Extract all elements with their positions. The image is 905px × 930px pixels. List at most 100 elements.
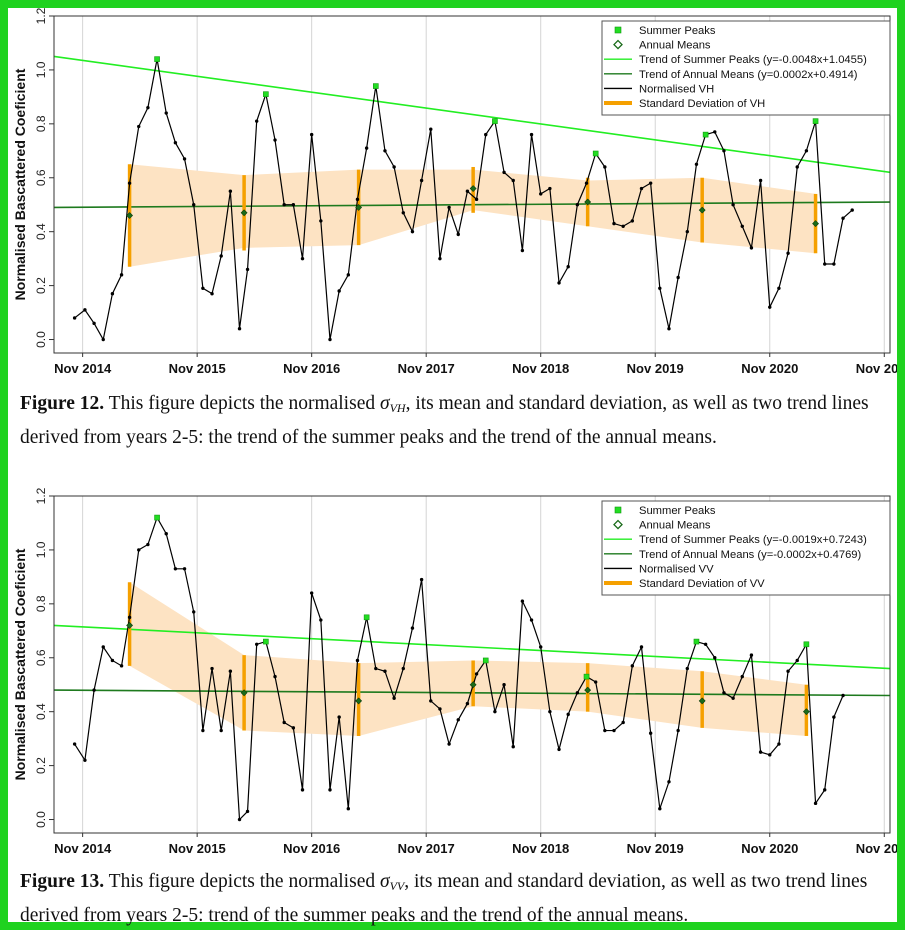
data-point: [621, 720, 625, 725]
legend-diamond-marker: [613, 39, 623, 50]
data-point: [182, 157, 187, 161]
data-point: [210, 291, 214, 296]
data-point: [309, 132, 314, 137]
data-point: [474, 197, 479, 202]
data-point: [291, 203, 296, 207]
data-point: [722, 149, 726, 153]
annual-mean-marker: [469, 681, 477, 689]
legend-box: [601, 500, 891, 596]
data-point: [83, 308, 87, 312]
annual-mean-marker: [240, 689, 248, 697]
data-point: [465, 701, 470, 706]
legend-square-marker: [614, 26, 622, 34]
caption-label: Figure 12.: [20, 393, 105, 414]
y-tick-label: 0.6: [34, 649, 48, 666]
data-point: [92, 688, 96, 692]
legend-label: Annual Means: [639, 40, 711, 52]
data-point: [146, 542, 150, 547]
data-point: [493, 709, 497, 714]
y-tick-label: 1.0: [34, 61, 48, 78]
summer-peak-marker: [583, 673, 590, 680]
data-point: [410, 626, 415, 630]
legend: Summer Peaks Annual Means Trend of Summer …: [601, 20, 891, 116]
data-point: [612, 221, 616, 226]
data-point: [795, 165, 799, 169]
data-point: [164, 111, 168, 115]
data-point: [300, 788, 305, 792]
data-point: [456, 718, 460, 722]
summer-peaks-trend-line: [53, 624, 891, 670]
data-point: [173, 141, 178, 145]
data-point: [850, 208, 854, 212]
data-point: [557, 281, 561, 285]
x-tick-label: Nov 2019: [627, 841, 684, 856]
sigma-subscript: VH: [389, 401, 406, 415]
legend-label: Trend of Summer Peaks (y=-0.0048x+1.0455…: [639, 54, 867, 66]
data-point: [603, 728, 607, 733]
y-axis-label: Normalised Bascattered Coeficient: [12, 548, 28, 780]
x-tick-label: Nov 2021: [856, 361, 897, 376]
data-point: [621, 224, 625, 228]
data-point: [291, 726, 296, 730]
annual-mean-marker: [126, 621, 134, 629]
data-point: [648, 731, 653, 735]
data-point: [795, 658, 799, 663]
y-tick-label: 0.2: [34, 277, 48, 294]
caption-text: This figure depicts the normalised: [104, 393, 380, 414]
x-tick-label: Nov 2018: [512, 841, 569, 856]
data-point: [237, 327, 242, 331]
sigma-subscript: VV: [389, 879, 405, 893]
data-point: [529, 132, 534, 137]
y-tick-label: 0.8: [34, 595, 48, 612]
data-point: [777, 286, 781, 290]
data-point: [841, 693, 845, 698]
data-point: [740, 224, 744, 228]
y-tick-label: 0.2: [34, 757, 48, 774]
data-point: [539, 192, 543, 196]
data-point: [219, 254, 223, 258]
data-point: [456, 232, 460, 237]
legend-label: Annual Means: [639, 520, 711, 532]
data-point: [758, 178, 763, 183]
data-point: [392, 696, 396, 700]
data-point: [548, 186, 552, 191]
data-point: [584, 181, 589, 185]
annual-mean-marker: [812, 220, 819, 228]
plot-frame: [53, 15, 891, 354]
annual-mean-marker: [355, 697, 363, 705]
data-point: [355, 197, 360, 202]
y-tick-label: 0.4: [34, 223, 48, 240]
data-point: [119, 273, 124, 277]
data-point: [319, 219, 323, 223]
data-point: [520, 248, 525, 253]
data-point: [245, 267, 250, 272]
summer-peak-marker: [363, 614, 370, 621]
data-point: [630, 219, 635, 223]
data-point: [639, 186, 644, 191]
data-point: [146, 105, 150, 110]
data-point: [603, 165, 607, 169]
series-line: [74, 59, 853, 342]
annual-mean-marker: [698, 697, 706, 705]
y-tick-label: 1.2: [34, 8, 48, 24]
data-point: [110, 658, 115, 663]
data-point: [648, 181, 653, 185]
data-point: [731, 696, 735, 700]
sigma-symbol: σ: [379, 871, 390, 892]
data-point: [127, 181, 132, 185]
summer-peak-marker: [592, 150, 599, 157]
data-point: [713, 656, 717, 660]
annual-mean-marker: [126, 212, 134, 219]
data-point: [676, 728, 680, 733]
data-point: [438, 256, 442, 261]
summer-peak-marker: [482, 657, 489, 664]
x-tick-label: Nov 2017: [398, 361, 455, 376]
y-axis-label: Normalised Bascattered Coeficient: [12, 68, 28, 300]
data-point: [282, 203, 286, 207]
figure-frame: 0.0 0.2 0.4 0.6 0.8 1.0 1.2 Nov 2014 Nov 2015 Nov…: [8, 8, 897, 926]
data-point: [392, 165, 396, 169]
legend-diamond-marker: [613, 519, 623, 530]
legend-label: Normalised VV: [639, 563, 714, 575]
y-tick-label: 0.0: [34, 331, 48, 348]
data-point: [309, 591, 314, 595]
